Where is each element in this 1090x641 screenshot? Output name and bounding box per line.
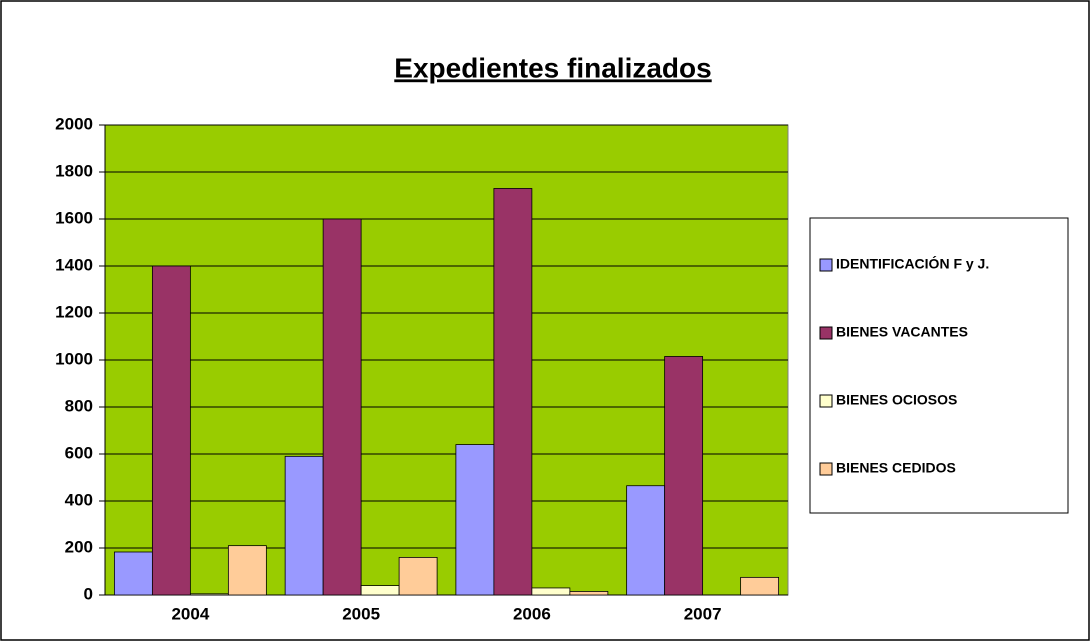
legend-swatch — [819, 258, 833, 272]
bar — [398, 557, 438, 596]
bar — [626, 485, 666, 596]
legend-swatch — [819, 394, 833, 408]
legend-label: BIENES OCIOSOS — [836, 392, 957, 408]
x-tick-label: 2006 — [513, 604, 551, 623]
x-tick-label: 2005 — [342, 604, 380, 623]
y-tick-label: 1800 — [55, 161, 93, 180]
y-tick-label: 200 — [65, 537, 93, 556]
legend-label: BIENES CEDIDOS — [836, 460, 956, 476]
bar — [569, 591, 609, 596]
y-tick-label: 600 — [65, 443, 93, 462]
bar — [493, 188, 533, 596]
bar — [360, 585, 400, 596]
y-tick-label: 1400 — [55, 255, 93, 274]
legend-label: IDENTIFICACIÓN F y J. — [836, 255, 989, 272]
x-tick-label: 2004 — [171, 604, 209, 623]
bar — [322, 218, 362, 596]
bar — [113, 551, 153, 596]
legend-swatch — [819, 326, 833, 340]
y-tick-label: 1600 — [55, 208, 93, 227]
y-tick-label: 800 — [65, 396, 93, 415]
y-tick-label: 1200 — [55, 302, 93, 321]
bar — [284, 455, 324, 596]
bar — [531, 587, 571, 596]
bar — [151, 265, 191, 596]
chart-title: Expedientes finalizados — [394, 52, 711, 83]
bar — [189, 593, 229, 596]
y-tick-label: 2000 — [55, 114, 93, 133]
x-tick-label: 2007 — [684, 604, 722, 623]
legend-swatch — [819, 462, 833, 476]
y-tick-label: 0 — [84, 584, 93, 603]
legend-label: BIENES VACANTES — [836, 324, 968, 340]
y-tick-label: 1000 — [55, 349, 93, 368]
bar — [664, 356, 704, 596]
bar — [455, 444, 495, 596]
y-tick-label: 400 — [65, 490, 93, 509]
bar — [740, 576, 780, 596]
bar — [227, 545, 267, 596]
legend-box — [809, 217, 1069, 514]
